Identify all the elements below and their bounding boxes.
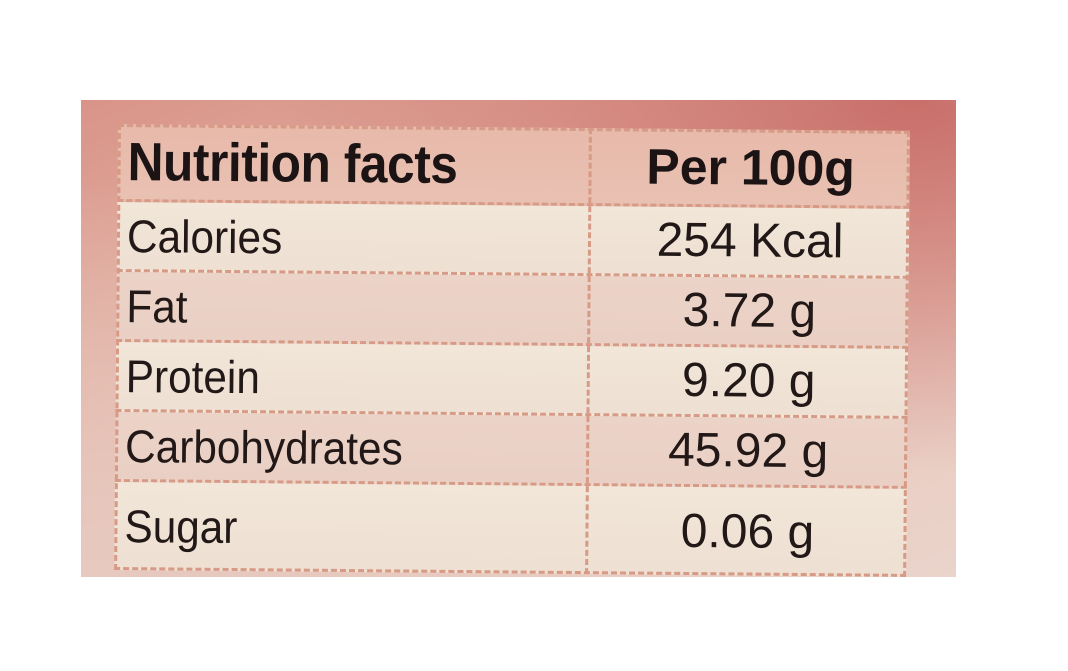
calories-label: Calories [126, 209, 283, 263]
table-row-calories: Calories 254 Kcal [116, 201, 910, 279]
row-value-cell: 254 Kcal [591, 206, 910, 276]
fat-value: 3.72 g [682, 283, 817, 339]
calories-value: 254 Kcal [656, 213, 844, 269]
nutrition-facts-heading: Nutrition facts [127, 131, 458, 195]
table-header-row: Nutrition facts Per 100g [117, 124, 910, 209]
row-value-cell: 0.06 g [588, 486, 907, 577]
row-value-cell: 9.20 g [589, 346, 908, 416]
row-label-cell: Sugar [114, 481, 589, 575]
header-label-cell: Nutrition facts [117, 124, 592, 204]
row-label-cell: Calories [116, 201, 592, 274]
row-label-cell: Carbohydrates [114, 411, 590, 484]
sugar-label: Sugar [124, 500, 238, 554]
row-label-cell: Protein [115, 341, 591, 414]
table-row-carbohydrates: Carbohydrates 45.92 g [114, 411, 908, 489]
table-row-fat: Fat 3.72 g [116, 271, 909, 349]
carbohydrates-value: 45.92 g [667, 423, 829, 479]
fat-label: Fat [126, 279, 188, 333]
table-row-protein: Protein 9.20 g [115, 341, 909, 419]
header-value-cell: Per 100g [591, 128, 910, 206]
protein-label: Protein [125, 349, 261, 403]
table-row-sugar: Sugar 0.06 g [114, 481, 907, 577]
carbohydrates-label: Carbohydrates [124, 419, 403, 474]
row-label-cell: Fat [116, 271, 591, 344]
row-value-cell: 45.92 g [589, 416, 908, 486]
sugar-value: 0.06 g [680, 504, 815, 559]
nutrition-table: Nutrition facts Per 100g Calories 254 Kc… [114, 124, 910, 577]
row-value-cell: 3.72 g [590, 276, 909, 346]
protein-value: 9.20 g [681, 353, 816, 409]
per-100g-heading: Per 100g [646, 138, 856, 196]
